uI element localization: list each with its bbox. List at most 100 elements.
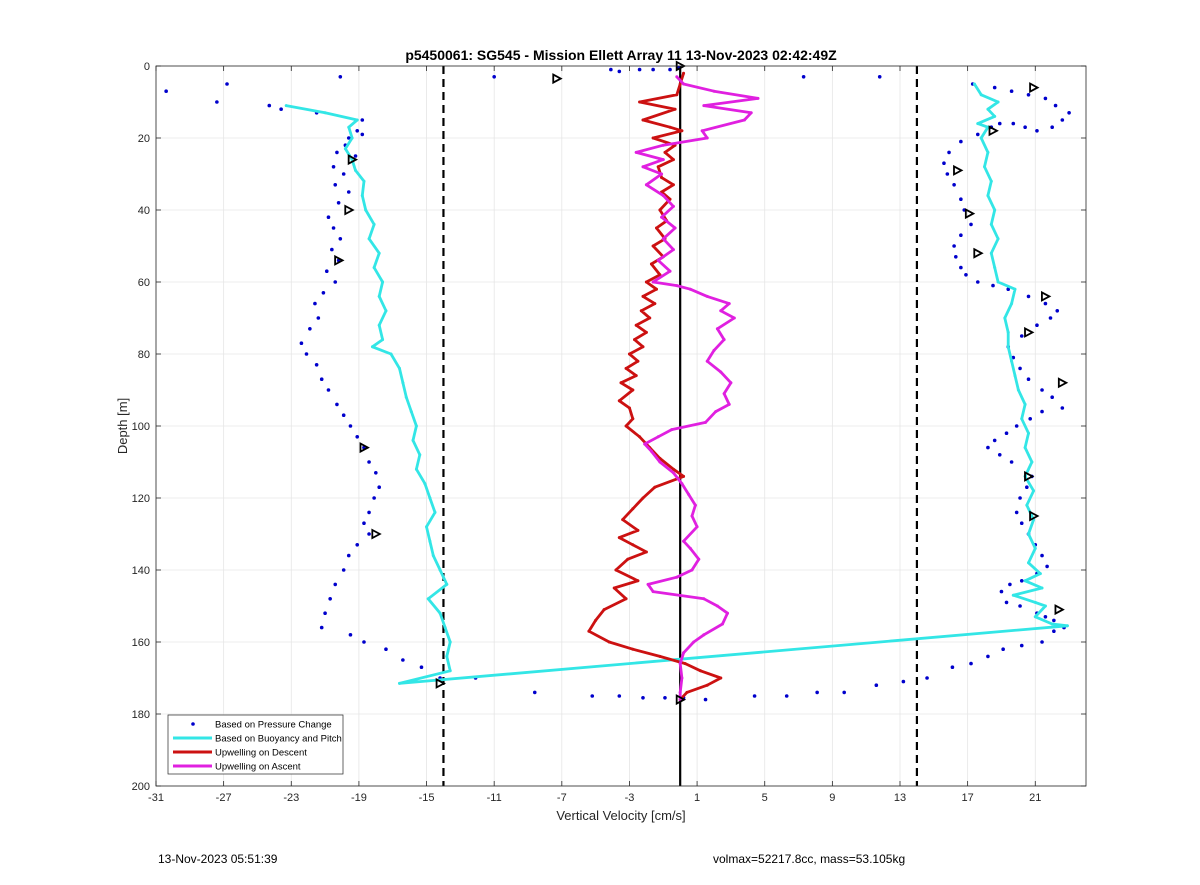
pressure-change-point bbox=[784, 694, 789, 698]
pressure-change-point bbox=[1026, 93, 1031, 97]
glider-marker bbox=[1029, 82, 1040, 94]
pressure-change-point bbox=[964, 273, 968, 277]
y-tick-label: 120 bbox=[132, 493, 150, 505]
series-point-upwelling-on-ascent bbox=[695, 525, 699, 529]
pressure-change-point bbox=[324, 269, 329, 274]
x-tick-label: -11 bbox=[487, 792, 502, 804]
pressure-change-point bbox=[1060, 406, 1065, 410]
pressure-change-point bbox=[703, 697, 708, 702]
glider-marker bbox=[1041, 290, 1052, 302]
pressure-change-point bbox=[1043, 301, 1048, 306]
series-point-based-on-buoyancy-and-pitch bbox=[1032, 489, 1036, 493]
pressure-change-point bbox=[663, 696, 667, 700]
pressure-change-point bbox=[1035, 323, 1039, 328]
pressure-change-point bbox=[1004, 431, 1009, 436]
series-point-upwelling-on-descent bbox=[644, 330, 648, 334]
series-point-based-on-buoyancy-and-pitch bbox=[377, 323, 381, 327]
footer-timestamp: 13-Nov-2023 05:51:39 bbox=[158, 852, 278, 866]
series-point-upwelling-on-ascent bbox=[715, 604, 719, 608]
series-point-upwelling-on-ascent bbox=[660, 172, 664, 176]
series-point-upwelling-on-descent bbox=[680, 129, 684, 133]
pressure-change-point bbox=[877, 75, 882, 79]
pressure-change-point bbox=[335, 150, 339, 155]
series-point-upwelling-on-descent bbox=[636, 579, 640, 583]
series-point-upwelling-on-descent bbox=[653, 302, 657, 306]
pressure-change-point bbox=[1048, 316, 1053, 320]
pressure-change-point bbox=[969, 222, 973, 227]
pressure-change-point bbox=[986, 654, 990, 659]
pressure-change-point bbox=[1006, 287, 1011, 292]
pressure-change-point bbox=[952, 183, 956, 187]
series-point-based-on-buoyancy-and-pitch bbox=[431, 554, 435, 558]
series-point-upwelling-on-descent bbox=[626, 557, 630, 561]
pressure-change-point bbox=[374, 471, 378, 475]
series-point-based-on-buoyancy-and-pitch bbox=[409, 410, 413, 414]
series-point-based-on-buoyancy-and-pitch bbox=[377, 251, 381, 255]
series-point-upwelling-on-descent bbox=[631, 388, 635, 392]
series-point-based-on-buoyancy-and-pitch bbox=[1033, 615, 1037, 619]
series-point-upwelling-on-ascent bbox=[682, 82, 686, 86]
x-tick-label: -23 bbox=[283, 792, 299, 804]
series-point-upwelling-on-descent bbox=[649, 262, 653, 266]
series-point-upwelling-on-ascent bbox=[719, 370, 723, 374]
series-point-upwelling-on-ascent bbox=[670, 428, 674, 432]
pressure-change-point bbox=[1004, 600, 1009, 605]
pressure-change-point bbox=[492, 75, 496, 79]
pressure-change-point bbox=[362, 521, 366, 525]
pressure-change-point bbox=[959, 139, 963, 144]
series-point-upwelling-on-descent bbox=[658, 208, 662, 212]
pressure-change-point bbox=[959, 265, 963, 270]
pressure-change-point bbox=[609, 67, 613, 72]
series-point-upwelling-on-descent bbox=[587, 629, 591, 633]
series-point-based-on-buoyancy-and-pitch bbox=[414, 424, 418, 428]
series-point-upwelling-on-descent bbox=[631, 417, 635, 421]
series-point-based-on-buoyancy-and-pitch bbox=[1023, 579, 1027, 583]
series-point-based-on-buoyancy-and-pitch bbox=[996, 100, 1000, 104]
pressure-change-point bbox=[367, 532, 371, 536]
series-point-based-on-buoyancy-and-pitch bbox=[1013, 374, 1017, 378]
series-point-upwelling-on-descent bbox=[607, 640, 611, 644]
pressure-change-point bbox=[1008, 582, 1012, 587]
pressure-change-point bbox=[947, 150, 951, 155]
glider-marker bbox=[973, 247, 984, 259]
pressure-change-point bbox=[353, 154, 358, 158]
series-point-upwelling-on-ascent bbox=[644, 183, 648, 187]
series-point-upwelling-on-ascent bbox=[688, 287, 692, 291]
pressure-change-point bbox=[346, 136, 351, 140]
pressure-change-point bbox=[1023, 125, 1027, 129]
series-point-based-on-buoyancy-and-pitch bbox=[1038, 572, 1042, 576]
glider-marker bbox=[675, 694, 687, 706]
glider-marker bbox=[964, 208, 976, 220]
series-point-upwelling-on-ascent bbox=[690, 514, 694, 518]
pressure-change-point bbox=[336, 201, 341, 205]
pressure-change-point bbox=[319, 377, 324, 382]
series-point-upwelling-on-descent bbox=[653, 485, 657, 489]
pressure-change-point bbox=[1009, 460, 1014, 464]
x-tick-label: -7 bbox=[557, 792, 567, 804]
series-point-upwelling-on-descent bbox=[633, 338, 637, 342]
pressure-change-point bbox=[1028, 417, 1032, 421]
pressure-change-point bbox=[225, 82, 229, 86]
series-point-upwelling-on-descent bbox=[631, 647, 635, 651]
pressure-change-point bbox=[348, 633, 353, 637]
series-point-upwelling-on-ascent bbox=[641, 165, 645, 169]
series-point-based-on-buoyancy-and-pitch bbox=[972, 82, 976, 86]
y-tick-label: 40 bbox=[138, 205, 150, 217]
pressure-change-point bbox=[1009, 89, 1014, 93]
series-point-upwelling-on-ascent bbox=[680, 676, 684, 680]
series-point-upwelling-on-descent bbox=[658, 654, 662, 658]
series-point-based-on-buoyancy-and-pitch bbox=[418, 453, 422, 457]
series-point-based-on-buoyancy-and-pitch bbox=[381, 280, 385, 284]
y-tick-label: 140 bbox=[132, 565, 150, 577]
pressure-change-point bbox=[668, 67, 672, 72]
glider-marker bbox=[347, 154, 359, 166]
pressure-change-point bbox=[1040, 388, 1044, 392]
pressure-change-point bbox=[341, 413, 346, 418]
series-point-based-on-buoyancy-and-pitch bbox=[989, 251, 993, 255]
pressure-change-point bbox=[815, 690, 819, 695]
series-point-upwelling-on-descent bbox=[634, 374, 638, 378]
series-point-upwelling-on-descent bbox=[617, 399, 621, 403]
series-point-upwelling-on-ascent bbox=[719, 309, 723, 313]
pressure-change-point bbox=[1014, 510, 1019, 515]
